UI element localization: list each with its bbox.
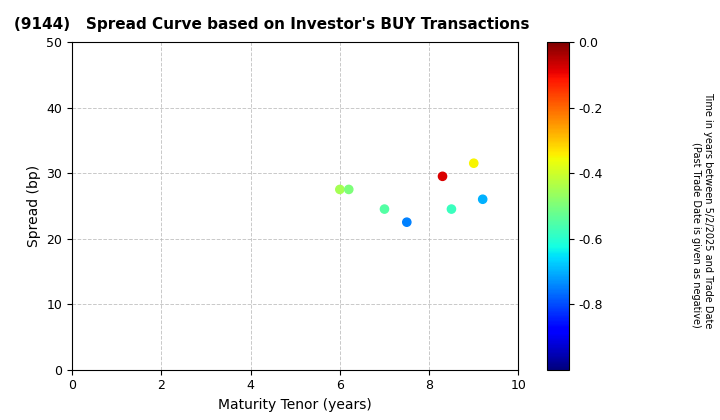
Point: [477, 196, 488, 202]
Point: [437, 173, 449, 180]
Point: [446, 206, 457, 213]
Point: [334, 186, 346, 193]
Point: [343, 186, 354, 193]
Point: [468, 160, 480, 167]
X-axis label: Maturity Tenor (years): Maturity Tenor (years): [218, 398, 372, 412]
Point: [401, 219, 413, 226]
Point: [379, 206, 390, 213]
Y-axis label: Spread (bp): Spread (bp): [27, 165, 41, 247]
Text: Time in years between 5/2/2025 and Trade Date
(Past Trade Date is given as negat: Time in years between 5/2/2025 and Trade…: [691, 92, 713, 328]
Text: (9144)   Spread Curve based on Investor's BUY Transactions: (9144) Spread Curve based on Investor's …: [14, 17, 530, 32]
